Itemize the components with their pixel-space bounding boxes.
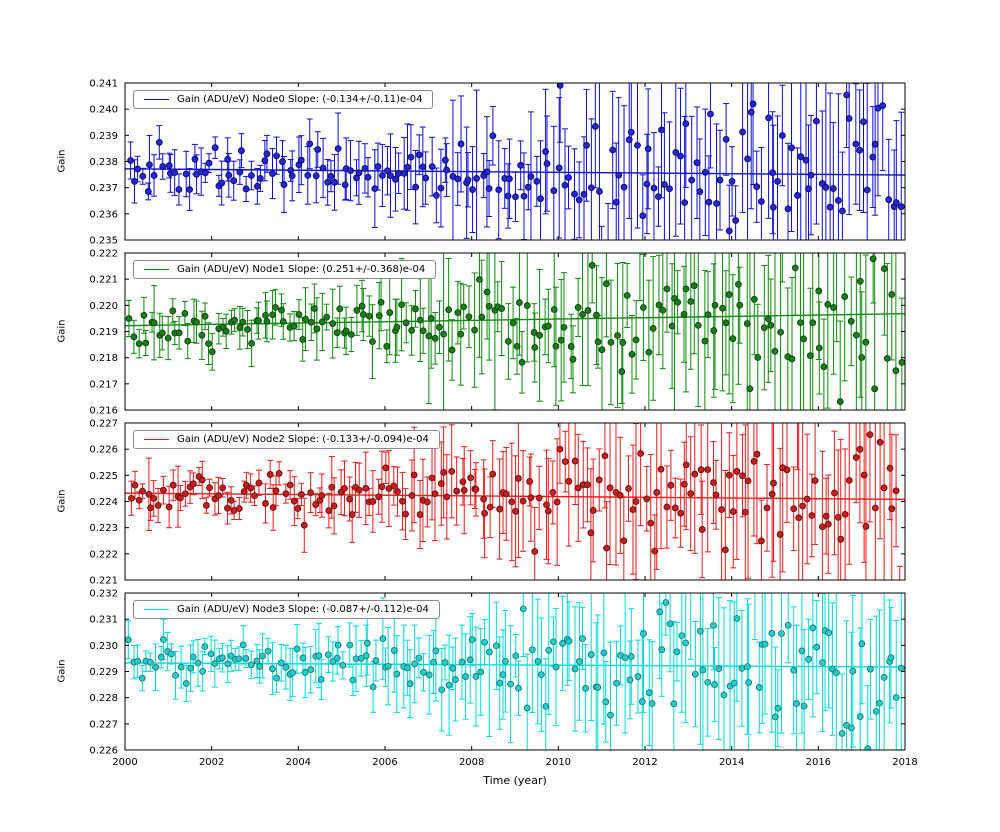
markers-Node0 [127,83,905,235]
x-tick-label: 2004 [286,757,311,768]
y-tick-label: 0.231 [89,615,118,626]
y-axis-label-node1: Gain [56,319,68,343]
panel-Node2: 0.221 0.222 0.223 0.224 0.225 0.226 0.227 [89,419,906,587]
x-tick-label: 2002 [199,757,224,768]
x-tick-label: 2016 [806,757,831,768]
y-tick-label: 0.219 [89,327,118,338]
y-tick-label: 0.217 [89,379,118,390]
legend-node0: Gain (ADU/eV) Node0 Slope: (-0.134+/-0.1… [133,90,434,109]
markers-Node1 [125,255,905,405]
x-tick-label: 2006 [372,757,397,768]
x-tick-label: 2010 [546,757,571,768]
x-axis-label: Time (year) [483,774,547,787]
y-tick-label: 0.226 [89,746,118,757]
legend-line-sample-node0 [144,99,169,100]
x-tick-label: 2000 [112,757,137,768]
legend-label-node3: Gain (ADU/eV) Node3 Slope: (-0.087+/-0.1… [177,604,429,615]
legend-label-node1: Gain (ADU/eV) Node1 Slope: (0.251+/-0.36… [177,264,426,275]
y-tick-label: 0.226 [89,445,118,456]
legend-label-node0: Gain (ADU/eV) Node0 Slope: (-0.134+/-0.1… [177,94,423,105]
y-tick-label: 0.227 [89,419,118,430]
legend-line-sample-node3 [144,609,169,610]
x-tick-label: 2018 [892,757,917,768]
y-tick-label: 0.232 [89,589,118,600]
y-axis-label-node3: Gain [56,659,68,683]
legend-line-sample-node2 [144,439,169,440]
fit-line-Node3 [125,662,905,668]
y-tick-label: 0.230 [89,641,118,652]
y-tick-label: 0.235 [89,236,118,247]
y-tick-label: 0.221 [89,576,118,587]
x-tick-label: 2008 [459,757,484,768]
y-tick-label: 0.241 [89,79,118,90]
y-tick-label: 0.240 [89,105,118,116]
panel-Node1: 0.216 0.217 0.218 0.219 0.220 0.221 0.222 [89,249,906,417]
y-tick-label: 0.236 [89,209,118,220]
panel-Node0: 0.235 0.236 0.237 0.238 0.239 0.240 0.241 [89,79,906,247]
legend-label-node2: Gain (ADU/eV) Node2 Slope: (-0.133+/-0.0… [177,434,429,445]
y-tick-label: 0.223 [89,523,118,534]
y-axis-label-node0: Gain [56,149,68,173]
x-tick-label: 2012 [632,757,657,768]
y-tick-label: 0.222 [89,249,118,260]
y-tick-label: 0.228 [89,693,118,704]
y-tick-label: 0.218 [89,353,118,364]
y-tick-label: 0.227 [89,719,118,730]
y-tick-label: 0.222 [89,549,118,560]
markers-Node3 [125,599,905,750]
y-tick-label: 0.220 [89,301,118,312]
y-tick-label: 0.229 [89,667,118,678]
panel-Node3: 2000 2002 2004 2006 2008 2010 2012 2014 2016 2018… [89,589,917,769]
legend-node1: Gain (ADU/eV) Node1 Slope: (0.251+/-0.36… [133,260,437,279]
y-tick-label: 0.216 [89,406,118,417]
y-tick-label: 0.224 [89,497,118,508]
legend-line-sample-node1 [144,269,169,270]
y-tick-label: 0.237 [89,183,118,194]
legend-node3: Gain (ADU/eV) Node3 Slope: (-0.087+/-0.1… [133,600,440,619]
y-tick-label: 0.238 [89,157,118,168]
legend-node2: Gain (ADU/eV) Node2 Slope: (-0.133+/-0.0… [133,430,440,449]
markers-Node2 [128,431,900,555]
y-axis-label-node2: Gain [56,489,68,513]
fit-line-Node1 [125,313,905,327]
y-tick-label: 0.225 [89,471,118,482]
errorbars-Node0 [127,83,905,240]
y-tick-label: 0.239 [89,131,118,142]
y-tick-label: 0.221 [89,275,118,286]
errorbars-Node2 [128,423,903,580]
x-tick-label: 2014 [719,757,744,768]
